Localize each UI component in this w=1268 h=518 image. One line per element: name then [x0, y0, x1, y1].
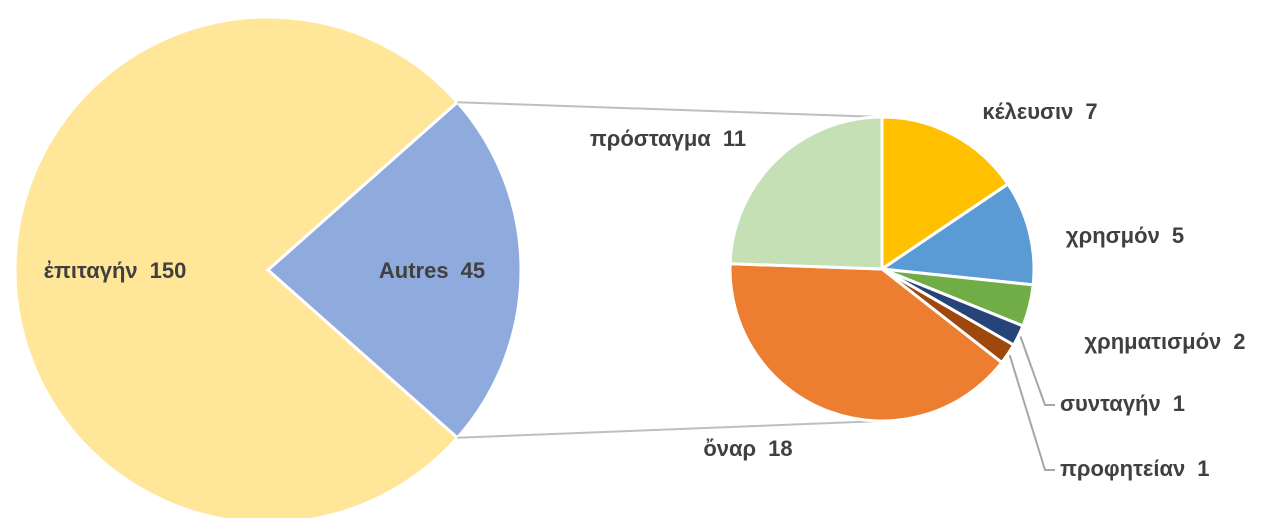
- pie-slice: [13, 15, 460, 518]
- connector-line: [457, 420, 883, 439]
- pie-slice: [877, 181, 1036, 287]
- data-label: συνταγήν 1: [1060, 391, 1185, 416]
- label-value: 5: [1172, 223, 1184, 248]
- label-value: 7: [1085, 99, 1097, 124]
- label-name: προφητείαν: [1060, 456, 1185, 481]
- label-value: 1: [1173, 391, 1185, 416]
- label-name: χρηματισμόν: [1084, 329, 1221, 354]
- label-name: Autres: [379, 258, 449, 283]
- data-label: ὄναρ 18: [703, 436, 792, 461]
- label-value: 45: [461, 258, 485, 283]
- pie-slice: [728, 115, 884, 271]
- label-name: κέλευσιν: [982, 99, 1073, 124]
- data-label: χρηματισμόν 2: [1084, 329, 1245, 354]
- connector-line: [457, 101, 883, 118]
- pie-slice: [728, 262, 1004, 423]
- label-value: 150: [150, 258, 187, 283]
- data-label: ἐπιταγήν 150: [44, 258, 187, 283]
- label-name: πρόσταγμα: [590, 126, 711, 151]
- label-name: χρησμόν: [1066, 223, 1160, 248]
- data-label: Autres 45: [379, 258, 485, 283]
- pie-slice: [880, 115, 1011, 272]
- label-name: ὄναρ: [703, 436, 756, 461]
- label-name: ἐπιταγήν: [44, 258, 138, 283]
- leader-line: [1008, 354, 1055, 471]
- pie-slice: [265, 100, 523, 440]
- leader-line: [1019, 336, 1055, 406]
- label-value: 11: [723, 126, 746, 151]
- data-label: χρησμόν 5: [1066, 223, 1184, 248]
- data-label: κέλευσιν 7: [982, 99, 1097, 124]
- data-label: προφητείαν 1: [1060, 456, 1209, 481]
- label-value: 1: [1197, 456, 1209, 481]
- label-value: 2: [1233, 329, 1245, 354]
- data-label: πρόσταγμα 11: [590, 126, 746, 151]
- label-name: συνταγήν: [1060, 391, 1161, 416]
- label-value: 18: [768, 436, 792, 461]
